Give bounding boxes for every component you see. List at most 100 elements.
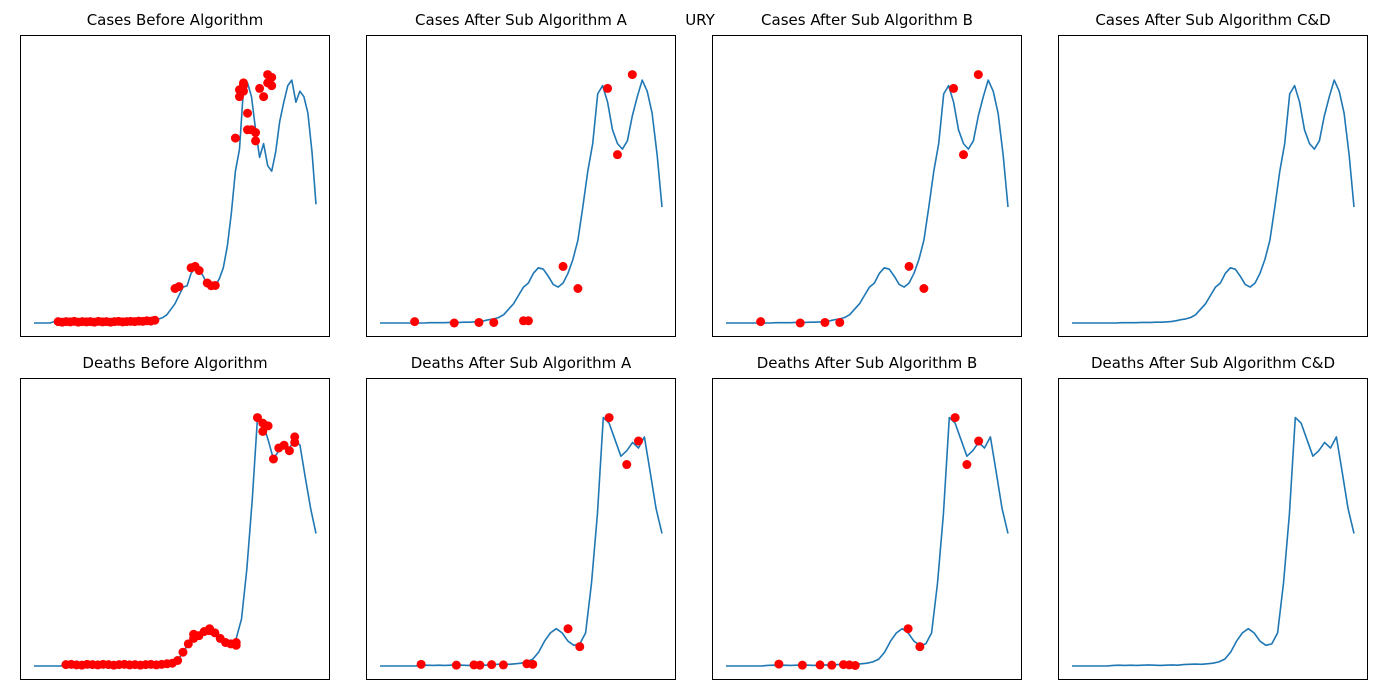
panel-title: Deaths Before Algorithm — [82, 354, 268, 372]
outlier-point — [634, 436, 643, 446]
outlier-point — [194, 266, 204, 276]
series-line — [726, 79, 1009, 324]
outlier-point — [558, 261, 568, 271]
outlier-point — [489, 317, 499, 327]
series-line — [380, 416, 663, 667]
outlier-point — [563, 624, 573, 634]
outlier-point — [915, 642, 925, 652]
outlier-point — [268, 454, 278, 464]
panel-title: Cases After Sub Algorithm A — [415, 11, 627, 29]
series-line — [380, 79, 663, 324]
outlier-point — [210, 280, 220, 290]
series-line — [1072, 416, 1355, 667]
outlier-point — [238, 78, 248, 88]
outlier-point — [528, 659, 538, 669]
outlier-point — [259, 92, 269, 102]
figure-suptitle: URY — [685, 11, 715, 29]
chart-deaths-before — [20, 378, 330, 680]
chart-deaths-cd — [1058, 378, 1368, 680]
outlier-point — [290, 432, 300, 442]
outlier-point — [174, 282, 184, 292]
outlier-point — [612, 150, 622, 160]
outlier-point — [178, 647, 188, 657]
outlier-point — [904, 261, 914, 271]
outlier-point — [903, 624, 913, 634]
outlier-point — [950, 413, 960, 423]
outlier-point — [263, 421, 273, 431]
panel-title: Cases After Sub Algorithm C&D — [1095, 11, 1331, 29]
outlier-point — [410, 317, 420, 327]
outlier-point — [267, 81, 277, 91]
outlier-point — [573, 284, 583, 293]
axes-frame — [20, 378, 330, 680]
outlier-point — [449, 318, 459, 328]
panel-title: Deaths After Sub Algorithm A — [410, 354, 632, 372]
outlier-point — [230, 133, 240, 143]
outlier-point — [451, 660, 461, 670]
chart-deaths-a — [366, 378, 676, 680]
outlier-point — [974, 436, 984, 446]
panel-title: Deaths After Sub Algorithm B — [756, 354, 978, 372]
panel-deaths-cd: Deaths After Sub Algorithm C&D — [1058, 354, 1368, 680]
outlier-point — [973, 70, 983, 80]
outlier-point — [475, 660, 485, 670]
outlier-point — [835, 317, 845, 327]
chart-cases-b — [712, 35, 1022, 337]
axes-frame — [20, 35, 330, 337]
outlier-point — [243, 108, 253, 118]
axes-frame — [1058, 35, 1368, 337]
outlier-point — [820, 317, 830, 327]
series-line — [726, 416, 1009, 667]
axes-frame — [1058, 378, 1368, 680]
outlier-point — [474, 317, 484, 327]
axes-frame — [712, 35, 1022, 337]
outlier-point — [267, 72, 277, 82]
axes-frame — [366, 35, 676, 337]
outlier-point — [173, 655, 183, 665]
panel-title: Cases After Sub Algorithm B — [761, 11, 973, 29]
outlier-point — [962, 460, 972, 470]
outlier-point — [949, 83, 959, 93]
panel-cases-a: Cases After Sub Algorithm A — [366, 11, 676, 337]
outlier-point — [604, 413, 614, 423]
outlier-point — [827, 660, 837, 670]
outlier-point — [416, 659, 426, 669]
outlier-point — [231, 638, 241, 648]
outlier-point — [958, 150, 968, 160]
outlier-point — [498, 660, 508, 670]
outlier-point — [255, 83, 265, 93]
outlier-point — [627, 70, 637, 80]
panel-deaths-b: Deaths After Sub Algorithm B — [712, 354, 1022, 680]
panel-cases-before: Cases Before Algorithm — [20, 11, 330, 337]
outlier-point — [795, 318, 805, 328]
outlier-point — [575, 642, 585, 652]
outlier-point — [523, 316, 533, 326]
outlier-point — [797, 660, 807, 670]
chart-deaths-b — [712, 378, 1022, 680]
chart-cases-cd — [1058, 35, 1368, 337]
outlier-point — [150, 315, 160, 325]
axes-frame — [712, 378, 1022, 680]
panel-deaths-before: Deaths Before Algorithm — [20, 354, 330, 680]
chart-cases-before — [20, 35, 330, 337]
outlier-point — [603, 83, 613, 93]
outlier-point — [487, 660, 497, 670]
outlier-point — [774, 659, 784, 669]
panel-cases-b: Cases After Sub Algorithm B — [712, 11, 1022, 337]
outlier-point — [284, 446, 294, 456]
outlier-point — [622, 460, 632, 470]
outlier-point — [251, 136, 261, 146]
panel-deaths-a: Deaths After Sub Algorithm A — [366, 354, 676, 680]
outlier-point — [919, 284, 929, 293]
outlier-point — [815, 660, 825, 670]
panel-title: Cases Before Algorithm — [86, 11, 264, 29]
outlier-point — [850, 660, 860, 670]
axes-frame — [366, 378, 676, 680]
outlier-point — [756, 317, 766, 327]
series-line — [1072, 79, 1355, 324]
outlier-point — [251, 128, 261, 138]
chart-cases-a — [366, 35, 676, 337]
panel-title: Deaths After Sub Algorithm C&D — [1091, 354, 1335, 372]
panel-cases-cd: Cases After Sub Algorithm C&D — [1058, 11, 1368, 337]
